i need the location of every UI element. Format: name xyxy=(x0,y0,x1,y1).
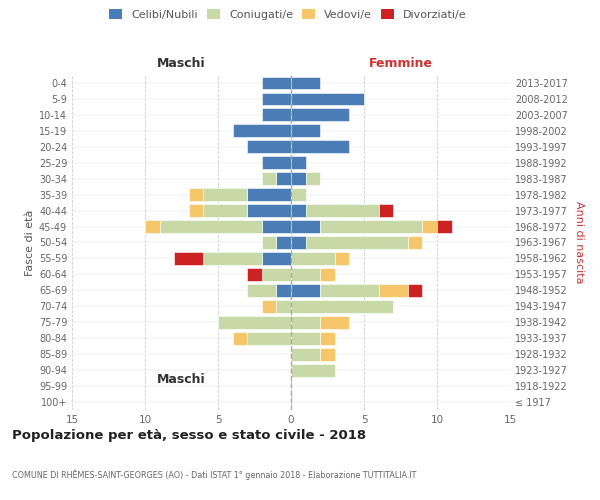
Bar xyxy=(291,332,320,344)
Text: Maschi: Maschi xyxy=(157,57,206,70)
Bar xyxy=(379,284,408,296)
Bar xyxy=(408,236,422,249)
Bar xyxy=(291,364,335,376)
Bar xyxy=(291,252,335,265)
Bar xyxy=(408,284,422,296)
Bar xyxy=(247,188,291,201)
Bar xyxy=(291,108,349,122)
Bar xyxy=(174,252,203,265)
Bar xyxy=(247,268,262,281)
Bar xyxy=(160,220,262,233)
Bar xyxy=(262,76,291,90)
Bar xyxy=(291,92,364,106)
Bar xyxy=(291,76,320,90)
Bar xyxy=(291,124,320,137)
Bar xyxy=(247,284,277,296)
Bar xyxy=(320,348,335,360)
Bar xyxy=(233,332,247,344)
Bar xyxy=(277,300,291,312)
Bar xyxy=(145,220,160,233)
Bar xyxy=(277,172,291,185)
Bar xyxy=(291,236,305,249)
Bar xyxy=(320,220,422,233)
Bar xyxy=(262,220,291,233)
Legend: Celibi/Nubili, Coniugati/e, Vedovi/e, Divorziati/e: Celibi/Nubili, Coniugati/e, Vedovi/e, Di… xyxy=(106,6,470,23)
Y-axis label: Anni di nascita: Anni di nascita xyxy=(574,201,584,284)
Text: Popolazione per età, sesso e stato civile - 2018: Popolazione per età, sesso e stato civil… xyxy=(12,430,366,442)
Bar xyxy=(291,220,320,233)
Bar xyxy=(320,284,379,296)
Bar xyxy=(291,284,320,296)
Bar xyxy=(291,172,305,185)
Bar xyxy=(277,236,291,249)
Y-axis label: Fasce di età: Fasce di età xyxy=(25,210,35,276)
Bar xyxy=(291,156,305,169)
Bar xyxy=(262,172,277,185)
Bar xyxy=(291,204,305,217)
Bar xyxy=(291,348,320,360)
Bar xyxy=(422,220,437,233)
Bar xyxy=(305,172,320,185)
Bar xyxy=(291,268,320,281)
Bar xyxy=(247,140,291,153)
Bar xyxy=(320,332,335,344)
Bar xyxy=(203,188,247,201)
Bar xyxy=(262,92,291,106)
Bar xyxy=(291,300,393,312)
Bar xyxy=(291,140,349,153)
Bar xyxy=(247,332,291,344)
Bar xyxy=(320,268,335,281)
Text: Maschi: Maschi xyxy=(157,372,206,386)
Bar xyxy=(305,236,408,249)
Bar xyxy=(437,220,452,233)
Bar xyxy=(262,268,291,281)
Bar xyxy=(247,204,291,217)
Bar xyxy=(291,188,305,201)
Bar xyxy=(320,316,349,328)
Bar xyxy=(203,204,247,217)
Bar xyxy=(218,316,291,328)
Bar xyxy=(189,188,203,201)
Text: COMUNE DI RHÊMES-SAINT-GEORGES (AO) - Dati ISTAT 1° gennaio 2018 - Elaborazione : COMUNE DI RHÊMES-SAINT-GEORGES (AO) - Da… xyxy=(12,470,416,480)
Bar xyxy=(262,236,277,249)
Bar xyxy=(291,316,320,328)
Bar xyxy=(203,252,262,265)
Bar xyxy=(262,300,277,312)
Bar xyxy=(233,124,291,137)
Bar xyxy=(335,252,349,265)
Bar xyxy=(262,108,291,122)
Bar xyxy=(262,252,291,265)
Text: Femmine: Femmine xyxy=(368,57,433,70)
Bar xyxy=(379,204,393,217)
Bar xyxy=(305,204,379,217)
Bar xyxy=(277,284,291,296)
Bar xyxy=(262,156,291,169)
Bar xyxy=(189,204,203,217)
